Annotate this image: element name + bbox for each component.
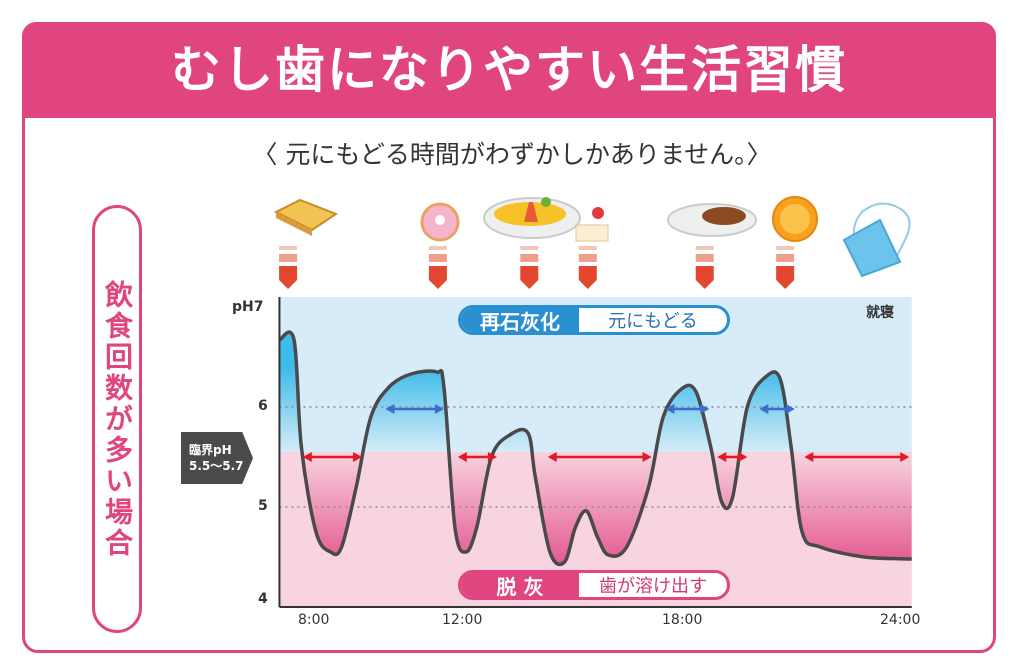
arrow-stripe xyxy=(428,254,447,262)
y-tick-label: 4 xyxy=(258,591,268,607)
subtitle: 〈 元にもどる時間がわずかしかありません。〉 xyxy=(252,140,772,169)
remineralization-arrow-head xyxy=(434,404,444,414)
ketchup xyxy=(524,202,538,222)
demineralization-arrow-head xyxy=(302,452,312,462)
arrow-stripe xyxy=(428,246,447,250)
critical-ph-line1: 臨界pH xyxy=(189,443,232,457)
demineralization-arrow xyxy=(457,452,497,462)
remineralization-arrow-head xyxy=(385,404,395,414)
y-tick-label: pH7 xyxy=(232,299,264,315)
orange-icon xyxy=(772,196,818,242)
remineralization-arrow-head xyxy=(665,404,675,414)
cake-icon xyxy=(575,207,609,242)
demineralization-pill: 脱 灰 歯が溶け出す xyxy=(458,570,730,600)
demineralization-fill xyxy=(301,452,912,565)
demineralization-arrow xyxy=(547,452,652,462)
meal-down-arrow xyxy=(279,246,298,289)
demineralization-arrow-head xyxy=(804,452,814,462)
arrow-stripe xyxy=(776,246,795,250)
bedtime-label: 就寝 xyxy=(866,305,894,321)
arrow-stripe xyxy=(695,254,714,262)
arrow-head xyxy=(428,266,447,289)
demineralization-arrow xyxy=(302,452,363,462)
remineralization-arrow-head xyxy=(759,404,769,414)
arrow-head xyxy=(578,266,597,289)
parsley xyxy=(541,197,551,207)
arrow-stripe xyxy=(520,246,539,250)
header-band xyxy=(22,22,996,118)
donut-hole xyxy=(435,215,445,225)
arrow-head xyxy=(520,266,539,289)
curry-sauce xyxy=(702,207,746,225)
toast-side xyxy=(276,212,312,236)
orange-flesh xyxy=(780,204,810,234)
sleeping-tooth-icon xyxy=(842,202,911,278)
toast-icon xyxy=(273,198,339,236)
strawberry xyxy=(592,207,604,219)
demineralization-arrow-head xyxy=(738,452,748,462)
blanket xyxy=(842,218,902,278)
x-tick-label: 8:00 xyxy=(298,612,330,628)
demineralization-arrow-head xyxy=(547,452,557,462)
arrow-stripe xyxy=(520,254,539,262)
arrow-stripe xyxy=(279,254,298,262)
omelette-rice-icon xyxy=(483,197,581,239)
x-tick-label: 24:00 xyxy=(880,612,921,628)
arrow-stripe xyxy=(279,246,298,250)
meal-down-arrow xyxy=(695,246,714,289)
remineralization-pill: 再石灰化 元にもどる xyxy=(458,305,730,335)
y-tick-label: 5 xyxy=(258,498,268,514)
demineralization-arrow-head xyxy=(642,452,652,462)
critical-ph-line2: 5.5〜5.7 xyxy=(189,459,244,473)
arrow-stripe xyxy=(695,246,714,250)
remineralization-desc: 元にもどる xyxy=(608,311,698,332)
cake-body xyxy=(575,224,609,242)
arrow-head xyxy=(776,266,795,289)
remineralization-arrow-head xyxy=(785,404,795,414)
remineralization-fill xyxy=(279,332,792,452)
demineralization-arrow xyxy=(804,452,910,462)
y-tick-label: 6 xyxy=(258,398,268,414)
remineralization-arrow-head xyxy=(700,404,710,414)
curry-rice-icon xyxy=(667,203,757,237)
critical-ph-label: 臨界pH 5.5〜5.7 xyxy=(181,432,253,484)
remineralization-arrow xyxy=(759,404,795,414)
demineralization-arrow xyxy=(717,452,748,462)
remineralization-label: 再石灰化 xyxy=(461,308,579,332)
x-tick-label: 12:00 xyxy=(442,612,483,628)
meal-down-arrow xyxy=(578,246,597,289)
arrow-stripe xyxy=(578,254,597,262)
arrow-stripe xyxy=(578,246,597,250)
meal-down-arrow xyxy=(776,246,795,289)
demineralization-arrow-head xyxy=(717,452,727,462)
page-title: むし歯になりやすい生活習慣 xyxy=(171,41,847,99)
demineralization-label: 脱 灰 xyxy=(461,573,579,597)
demineralization-desc: 歯が溶け出す xyxy=(599,576,707,597)
demineralization-arrow-head xyxy=(900,452,910,462)
ph-curve xyxy=(278,330,912,567)
remineralization-arrow xyxy=(385,404,444,414)
side-label: 飲食回数が多い場合 xyxy=(101,279,134,559)
arrow-stripe xyxy=(776,254,795,262)
x-tick-label: 18:00 xyxy=(662,612,703,628)
remineralization-arrow xyxy=(665,404,710,414)
donut-icon xyxy=(420,202,460,242)
arrow-head xyxy=(695,266,714,289)
demineralization-arrow-head xyxy=(353,452,363,462)
arrow-head xyxy=(279,266,298,289)
side-label-pill: 飲食回数が多い場合 xyxy=(92,205,142,633)
demineralization-arrow-head xyxy=(457,452,467,462)
meal-down-arrow xyxy=(428,246,447,289)
toast-body xyxy=(273,198,339,232)
meal-down-arrow xyxy=(520,246,539,289)
demineralization-arrow-head xyxy=(487,452,497,462)
